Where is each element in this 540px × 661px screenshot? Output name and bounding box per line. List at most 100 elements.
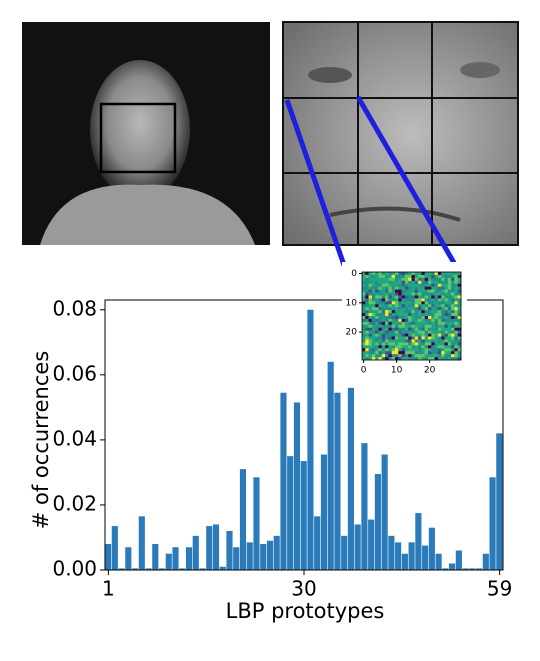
heatmap-cell (421, 345, 425, 349)
heatmap-cell (375, 277, 379, 282)
heatmap-cell (424, 342, 429, 346)
heatmap-cell (371, 274, 376, 279)
heatmap-cell (365, 354, 369, 358)
heatmap-cell (404, 324, 409, 329)
heatmap-cell (424, 310, 429, 314)
heatmap-cell (391, 333, 396, 337)
heatmap-cell (454, 277, 458, 282)
heatmap-cell (437, 330, 442, 334)
heatmap-cell (431, 318, 435, 323)
heatmap-cell (421, 292, 425, 296)
heatmap-cell (451, 274, 455, 279)
heatmap-cell (454, 354, 458, 358)
heatmap-cell (391, 307, 396, 311)
heatmap-cell (428, 324, 432, 329)
heatmap-cell (424, 351, 429, 355)
heatmap-cell (421, 339, 425, 343)
heatmap-cell (371, 345, 376, 349)
heatmap-cell (457, 313, 462, 317)
heatmap-cell (411, 274, 416, 279)
heatmap-cell (362, 301, 366, 305)
heatmap-cell (444, 348, 449, 352)
heatmap-cell (375, 274, 379, 279)
heatmap-cell (375, 307, 379, 311)
heatmap-cell (371, 310, 376, 314)
heatmap-cell (424, 336, 429, 340)
heatmap-cell (418, 316, 422, 320)
heatmap-cell (434, 277, 439, 282)
heatmap-cell (437, 324, 442, 329)
heatmap-cell (381, 277, 386, 282)
heatmap-cell (441, 310, 445, 314)
heatmap-cell (408, 307, 412, 311)
heatmap-cell (385, 295, 389, 299)
heatmap-cell (391, 289, 396, 293)
heatmap-cell (428, 301, 432, 305)
heatmap-cell (441, 351, 445, 355)
heatmap-cell (454, 298, 458, 302)
heatmap-cell (401, 298, 406, 302)
heatmap-cell (437, 310, 442, 314)
x-tick-label: 59 (487, 577, 512, 601)
heatmap-cell (444, 336, 449, 340)
heatmap-cell (447, 339, 452, 343)
heatmap-cell (368, 286, 373, 290)
heatmap-cell (371, 333, 376, 337)
heatmap-cell (441, 357, 445, 361)
heatmap-cell (378, 354, 383, 358)
heatmap-cell (391, 330, 396, 334)
heatmap-cell (404, 345, 409, 349)
bar (192, 535, 199, 570)
heatmap-cell (378, 283, 383, 287)
heatmap-cell (388, 318, 392, 323)
heatmap-cell (414, 301, 419, 305)
heatmap-cell (418, 280, 422, 285)
heatmap-cell (441, 327, 445, 331)
heatmap-cell (421, 277, 425, 282)
heatmap-cell (434, 272, 439, 276)
heatmap-cell (434, 298, 439, 302)
heatmap-cell (391, 272, 396, 276)
heatmap-cell (424, 304, 429, 308)
bar (179, 568, 186, 570)
heatmap-cell (404, 274, 409, 279)
heatmap-cell (431, 316, 435, 320)
heatmap-cell (428, 354, 432, 358)
heatmap-cell (454, 318, 458, 323)
heatmap-cell (368, 330, 373, 334)
heatmap-cell (404, 298, 409, 302)
heatmap-cell (371, 272, 376, 276)
heatmap-cell (408, 301, 412, 305)
heatmap-cell (457, 342, 462, 346)
heatmap-cell (404, 304, 409, 308)
heatmap-cell (431, 301, 435, 305)
heatmap-cell (404, 283, 409, 287)
heatmap-cell (434, 345, 439, 349)
heatmap-cell (365, 292, 369, 296)
heatmap-cell (401, 348, 406, 352)
heatmap-cell (408, 351, 412, 355)
heatmap-cell (418, 351, 422, 355)
heatmap-cell (441, 295, 445, 299)
heatmap-cell (368, 280, 373, 285)
heatmap-cell (398, 318, 402, 323)
heatmap-cell (401, 304, 406, 308)
heatmap-cell (454, 351, 458, 355)
bar (347, 387, 354, 570)
heatmap-cell (395, 304, 399, 308)
bar (381, 454, 388, 570)
heatmap-cell (368, 342, 373, 346)
histogram: LBP prototypes # of occurrences 0.00 0.02… (29, 296, 512, 623)
heatmap-cell (375, 324, 379, 329)
heatmap-cell (421, 318, 425, 323)
bar (131, 568, 139, 570)
bar (253, 477, 260, 570)
heatmap-cell (444, 324, 449, 329)
heatmap-cell (381, 339, 386, 343)
heatmap-cell (388, 301, 392, 305)
heatmap-cell (408, 283, 412, 287)
heatmap-cell (378, 339, 383, 343)
heatmap-cell (371, 292, 376, 296)
heatmap-cell (428, 342, 432, 346)
heatmap-cell (365, 301, 369, 305)
